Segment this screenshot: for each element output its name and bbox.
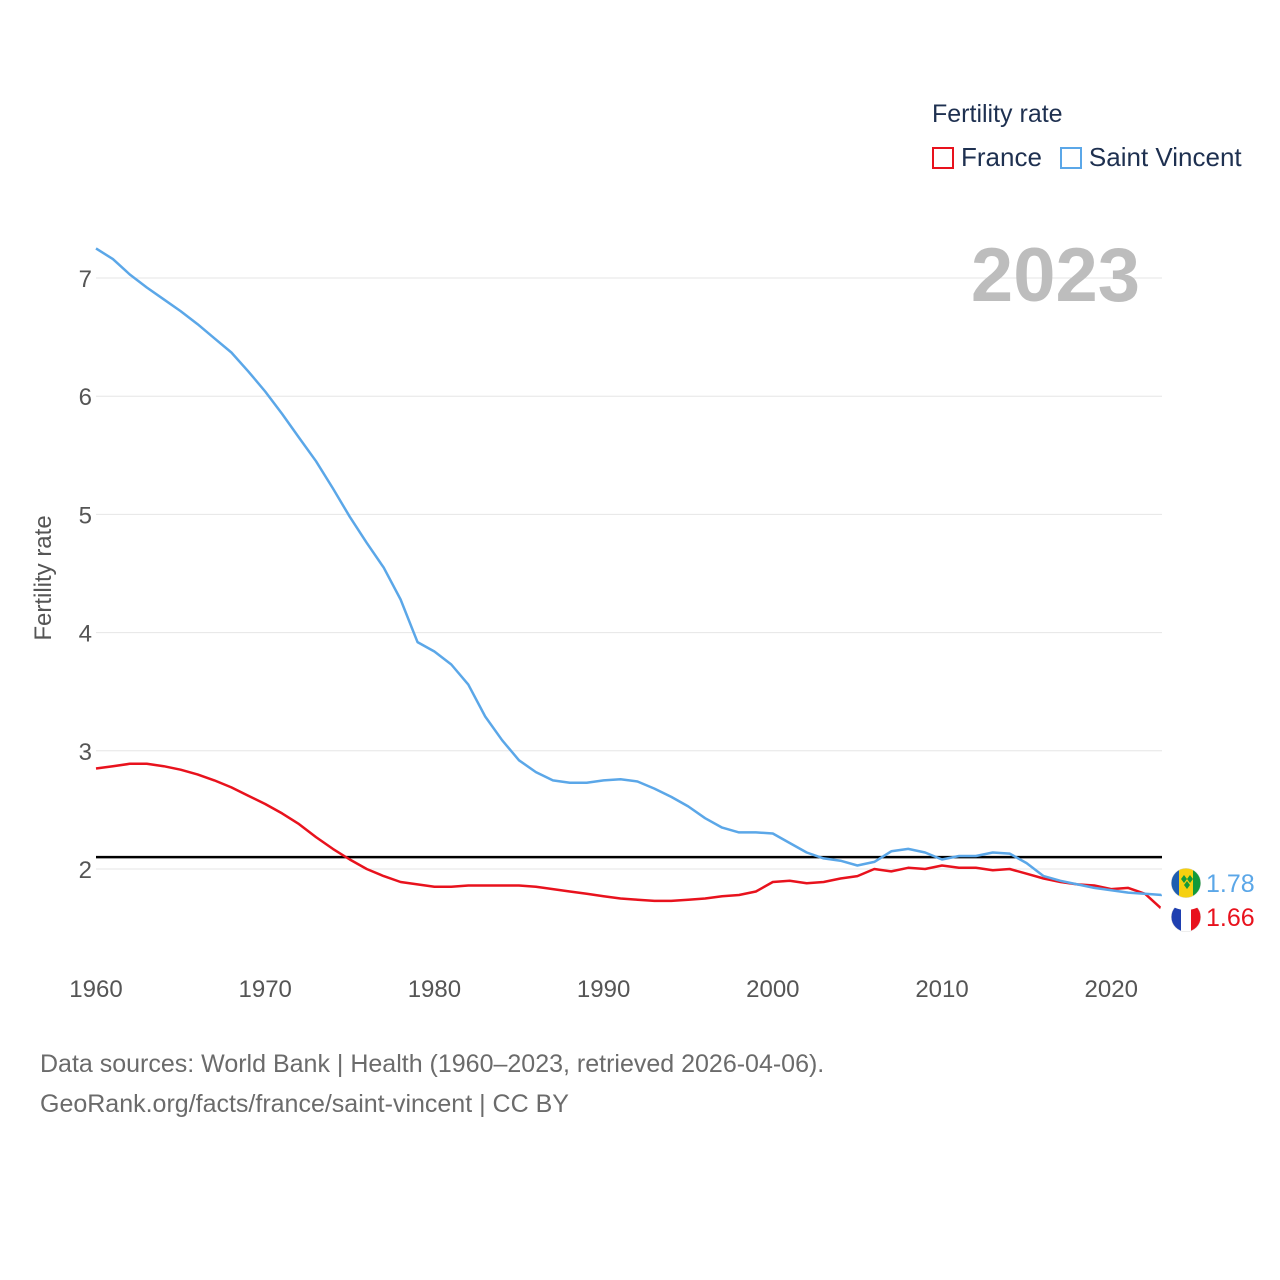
legend-title: Fertility rate [932, 100, 1063, 128]
x-tick-label-2020: 2020 [1085, 976, 1138, 1003]
series-line-france [95, 762, 1163, 911]
legend-swatch-france [932, 146, 954, 169]
flag-mask-saint-vincent [1159, 856, 1213, 910]
x-tick-label-1980: 1980 [408, 976, 461, 1003]
legend-label-saint-vincent: Saint Vincent [1088, 142, 1242, 172]
series-line-saint-vincent [95, 247, 1163, 897]
legend-swatch-saint-vincent [1059, 146, 1082, 169]
x-tick-label-1970: 1970 [239, 976, 292, 1003]
y-tick-label-4: 4 [79, 621, 92, 648]
y-tick-label-7: 7 [79, 266, 92, 293]
source-line-2[interactable]: GeoRank.org/facts/france/saint-vincent |… [40, 1090, 569, 1118]
x-tick-label-2000: 2000 [746, 976, 799, 1003]
end-value-france: 1.66 [1206, 904, 1255, 932]
legend-item-france[interactable]: France [932, 142, 1042, 173]
flag-france-white [1181, 902, 1191, 932]
flag-france-blue [1171, 902, 1181, 932]
flag-svg-diamonds [1181, 875, 1193, 889]
y-tick-label-6: 6 [79, 384, 92, 411]
y-tick-label-5: 5 [79, 502, 92, 529]
y-tick-label-3: 3 [79, 739, 92, 766]
y-tick-label-2: 2 [79, 857, 92, 884]
year-label: 2023 [970, 233, 1140, 318]
source-note: Data sources: World Bank | Health (1960–… [40, 1044, 824, 1124]
end-value-saint-vincent: 1.78 [1206, 870, 1255, 898]
flag-france-red [1191, 902, 1201, 932]
legend-label-france: France [961, 142, 1042, 172]
y-axis-label: Fertility rate [30, 515, 57, 641]
x-tick-label-1960: 1960 [69, 976, 122, 1003]
legend-item-saint-vincent[interactable]: Saint Vincent [1059, 142, 1242, 173]
flag-svg-green [1193, 868, 1201, 898]
x-tick-label-2010: 2010 [915, 976, 968, 1003]
flag-svg-blue [1171, 868, 1179, 898]
x-tick-label-1990: 1990 [577, 976, 630, 1003]
legend: France Saint Vincent [932, 142, 1260, 173]
source-line-1: Data sources: World Bank | Health (1960–… [40, 1050, 825, 1078]
